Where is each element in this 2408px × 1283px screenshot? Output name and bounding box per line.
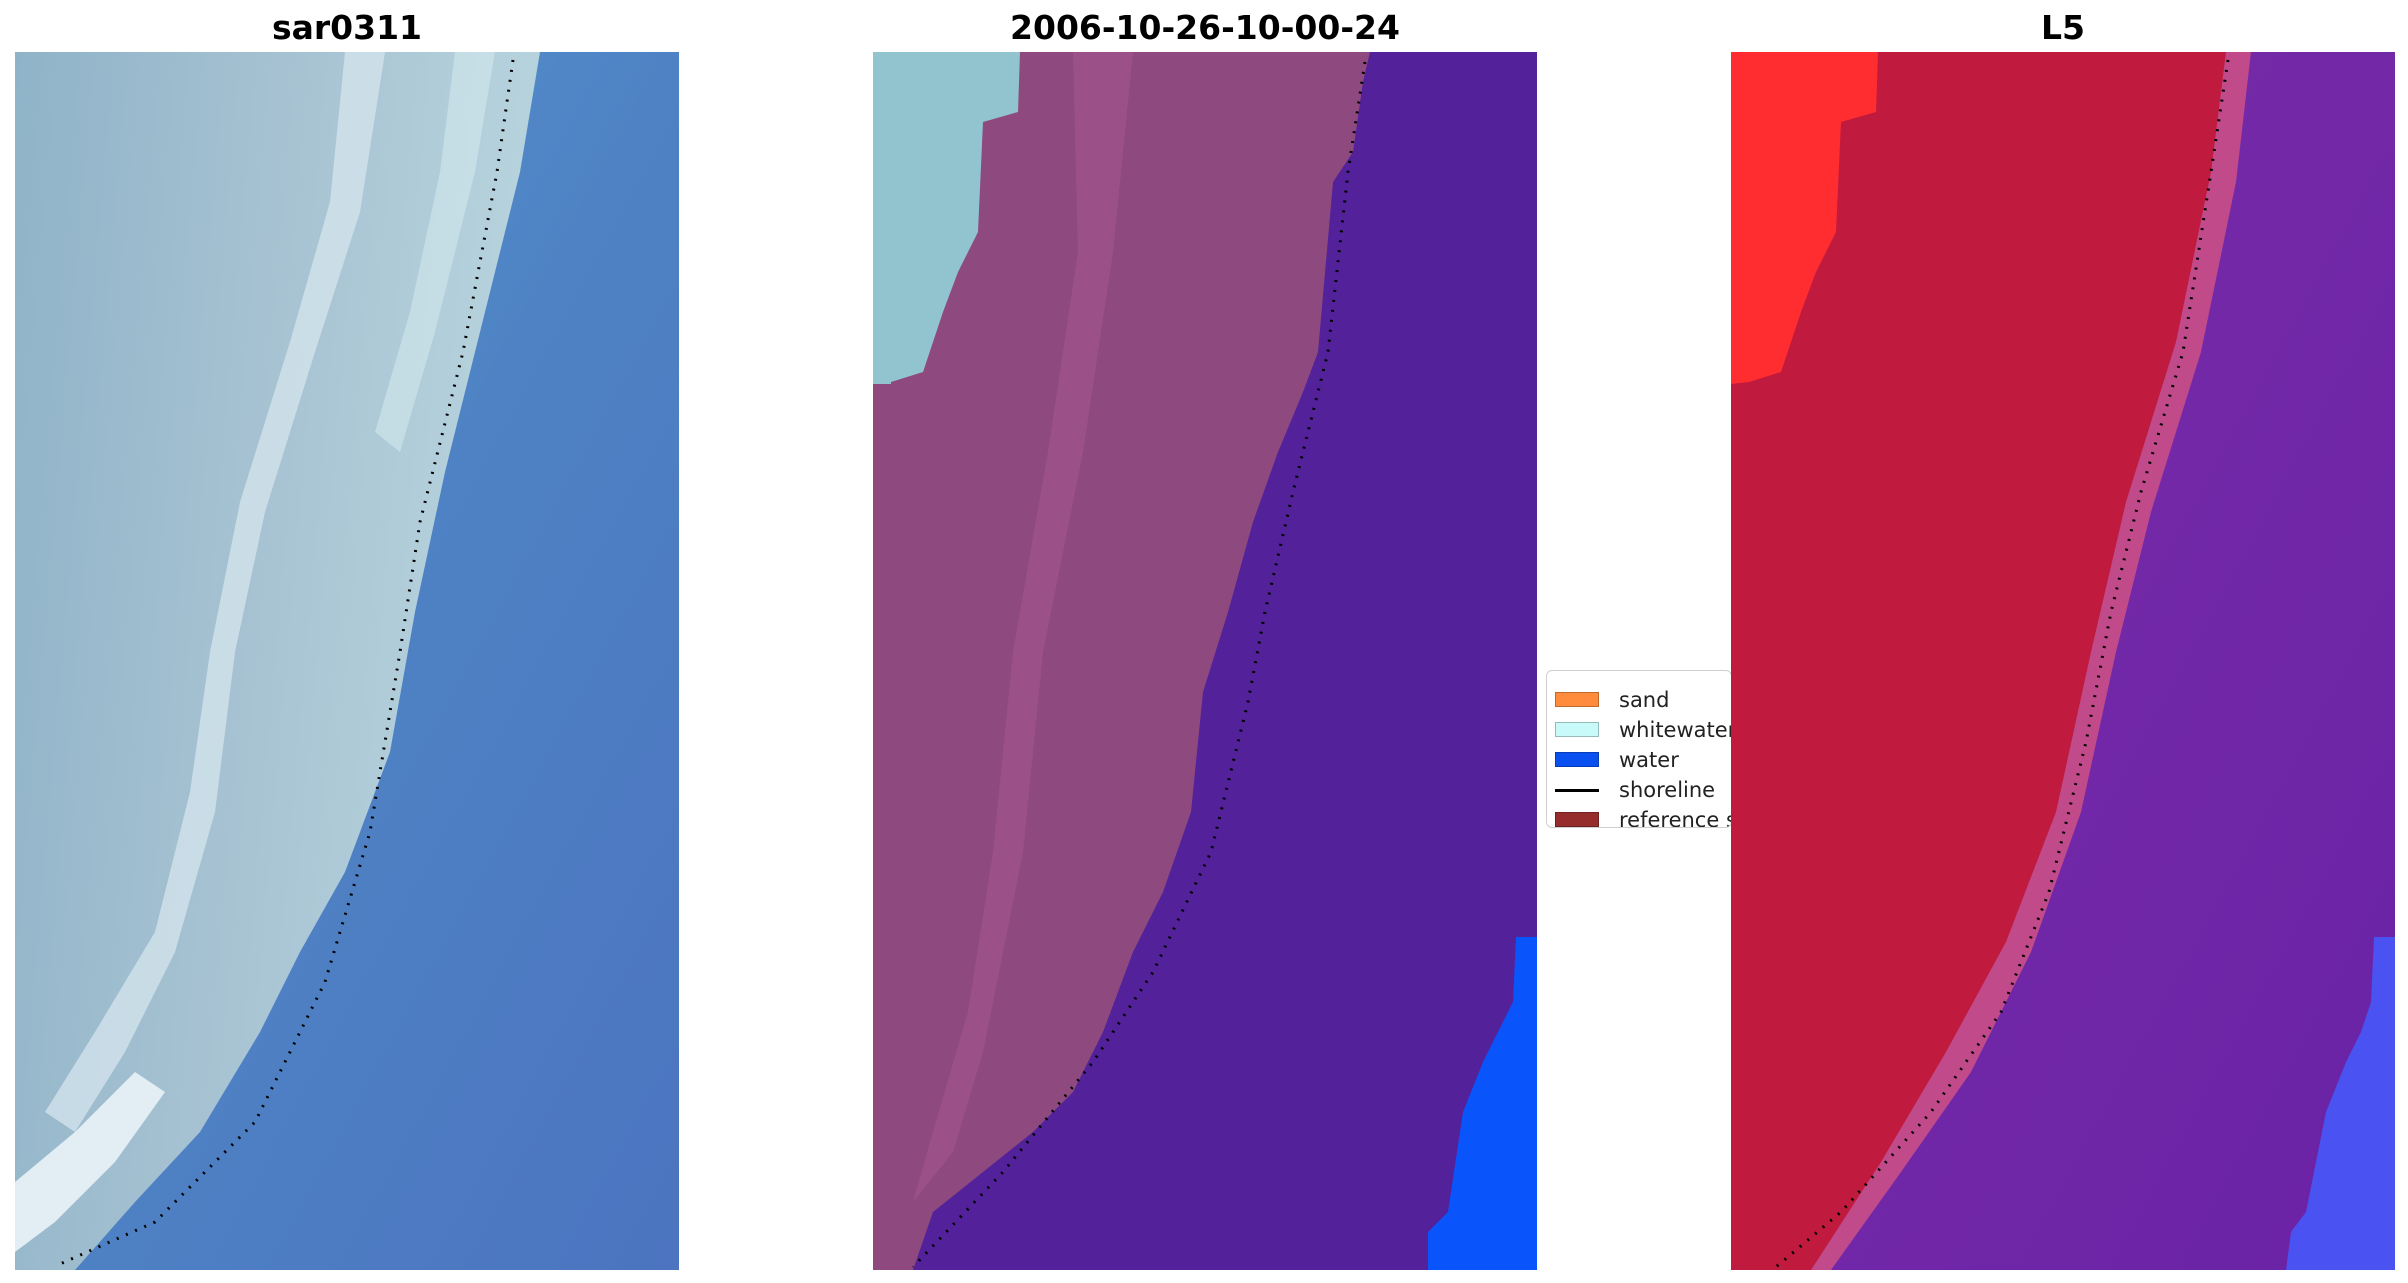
rgb-image-panel (15, 52, 679, 1270)
rgb-image (15, 52, 679, 1270)
legend-label-reference: reference s (1619, 808, 1732, 828)
panel-title-rgb: sar0311 (271, 8, 423, 47)
legend-item-sand: sand (1555, 687, 1731, 713)
legend-label-sand: sand (1619, 688, 1670, 712)
legend-swatch-sand (1555, 692, 1599, 707)
legend-swatch-reference (1555, 812, 1599, 827)
index-image-panel (1731, 52, 2395, 1270)
classified-image (873, 52, 1537, 1270)
legend-line-shoreline (1555, 789, 1599, 792)
index-image (1731, 52, 2395, 1270)
legend-label-whitewater: whitewater (1619, 718, 1732, 742)
panel-title-index: L5 (2041, 8, 2085, 47)
legend-item-reference: reference s (1555, 807, 1732, 828)
classified-image-panel (873, 52, 1537, 1270)
legend-swatch-whitewater (1555, 722, 1599, 737)
legend-label-water: water (1619, 748, 1679, 772)
legend-item-shoreline: shoreline (1555, 777, 1731, 803)
legend-item-whitewater: whitewater (1555, 717, 1732, 743)
legend-item-water: water (1555, 747, 1731, 773)
shoreline-classified (911, 61, 1367, 1269)
legend-label-shoreline: shoreline (1619, 778, 1716, 802)
panel-title-classified: 2006-10-26-10-00-24 (1010, 8, 1400, 47)
legend: sand whitewater water shoreline referenc… (1546, 670, 1732, 828)
legend-swatch-water (1555, 752, 1599, 767)
